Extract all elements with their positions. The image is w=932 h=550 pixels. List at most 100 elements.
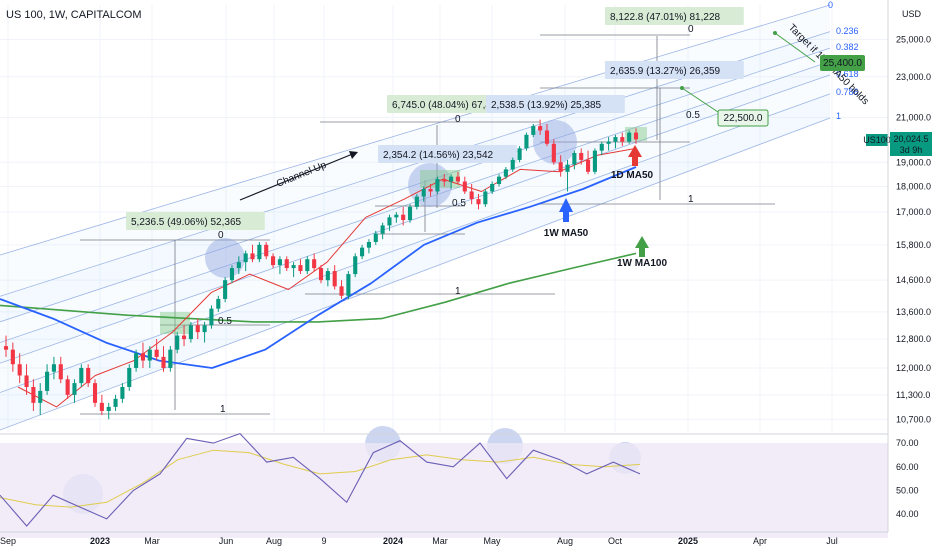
measure-box — [378, 145, 517, 163]
candles[interactable] — [3, 119, 639, 420]
candle-body[interactable] — [51, 364, 56, 372]
candle-body[interactable] — [209, 308, 214, 326]
candle-body[interactable] — [45, 371, 50, 391]
candle-body[interactable] — [99, 402, 104, 411]
candle-body[interactable] — [58, 364, 63, 380]
rsi-panel[interactable] — [0, 432, 888, 538]
candle-body[interactable] — [380, 225, 385, 234]
candle-body[interactable] — [17, 364, 22, 376]
candle-body[interactable] — [257, 244, 262, 260]
candle-body[interactable] — [421, 188, 426, 197]
candle-body[interactable] — [3, 346, 9, 350]
candle-body[interactable] — [127, 367, 132, 388]
candle-body[interactable] — [339, 286, 344, 296]
candle-body[interactable] — [490, 183, 495, 192]
candle-body[interactable] — [243, 253, 248, 263]
candle-body[interactable] — [373, 233, 378, 242]
candle-body[interactable] — [449, 176, 454, 182]
candle-body[interactable] — [106, 406, 111, 411]
candle-body[interactable] — [195, 325, 200, 333]
candle-body[interactable] — [428, 188, 433, 192]
candle-body[interactable] — [435, 179, 440, 192]
candle-body[interactable] — [469, 191, 474, 200]
candle-body[interactable] — [188, 325, 193, 340]
candle-body[interactable] — [620, 137, 625, 142]
candle-body[interactable] — [407, 206, 413, 221]
candle-body[interactable] — [401, 214, 406, 221]
candle-body[interactable] — [140, 353, 146, 361]
candle-body[interactable] — [538, 126, 543, 131]
candle-body[interactable] — [366, 241, 371, 248]
candle-body[interactable] — [175, 335, 180, 350]
candle-body[interactable] — [517, 148, 522, 160]
candle-body[interactable] — [483, 191, 488, 205]
candle-body[interactable] — [271, 256, 276, 266]
candle-body[interactable] — [346, 274, 351, 296]
candle-body[interactable] — [318, 268, 324, 281]
candle-body[interactable] — [606, 141, 611, 144]
candle-body[interactable] — [181, 335, 187, 340]
candle-body[interactable] — [86, 367, 91, 384]
candle-body[interactable] — [250, 253, 255, 260]
candle-body[interactable] — [168, 349, 173, 368]
highlight-circle — [533, 120, 577, 164]
candle-body[interactable] — [38, 390, 43, 403]
candle-body[interactable] — [312, 259, 317, 269]
candle-body[interactable] — [462, 181, 467, 192]
currency-label[interactable]: USD — [902, 9, 922, 19]
candle-body[interactable] — [627, 132, 632, 142]
candle-body[interactable] — [496, 176, 502, 184]
candle-body[interactable] — [92, 383, 98, 403]
candle-body[interactable] — [277, 259, 282, 266]
candle-body[interactable] — [202, 325, 207, 333]
candle-body[interactable] — [565, 164, 570, 172]
candle-body[interactable] — [284, 259, 289, 269]
candle-body[interactable] — [360, 247, 365, 257]
candle-body[interactable] — [455, 176, 461, 182]
candle-body[interactable] — [544, 130, 550, 144]
candle-body[interactable] — [229, 268, 235, 281]
candle-body[interactable] — [613, 137, 618, 142]
candle-body[interactable] — [154, 349, 159, 357]
candle-body[interactable] — [291, 265, 296, 269]
candle-body[interactable] — [113, 398, 118, 407]
candle-body[interactable] — [633, 132, 639, 140]
candle-body[interactable] — [332, 271, 337, 287]
candle-body[interactable] — [551, 143, 556, 163]
candle-body[interactable] — [586, 159, 591, 172]
candle-body[interactable] — [161, 356, 166, 368]
candle-body[interactable] — [599, 143, 604, 151]
candle-body[interactable] — [236, 262, 241, 269]
candle-body[interactable] — [558, 162, 563, 172]
candle-body[interactable] — [353, 256, 358, 275]
candle-body[interactable] — [10, 349, 15, 365]
candle-body[interactable] — [24, 375, 29, 388]
candle-body[interactable] — [216, 298, 221, 309]
candle-body[interactable] — [325, 271, 330, 281]
candle-body[interactable] — [442, 179, 447, 182]
candle-body[interactable] — [305, 259, 310, 272]
candle-body[interactable] — [572, 152, 577, 165]
candle-body[interactable] — [503, 169, 508, 177]
candle-body[interactable] — [394, 214, 399, 218]
candle-body[interactable] — [298, 265, 303, 272]
candle-body[interactable] — [147, 349, 152, 361]
candle-body[interactable] — [264, 244, 269, 257]
price-tick-label: 23,000.0 — [896, 72, 931, 82]
candle-body[interactable] — [72, 383, 77, 395]
candle-body[interactable] — [120, 387, 125, 399]
candle-body[interactable] — [134, 353, 139, 368]
candle-body[interactable] — [579, 152, 584, 160]
candle-body[interactable] — [531, 126, 536, 135]
candle-body[interactable] — [592, 150, 597, 172]
candle-body[interactable] — [510, 159, 515, 170]
candle-body[interactable] — [79, 367, 84, 384]
candle-body[interactable] — [476, 199, 481, 205]
candle-body[interactable] — [524, 134, 529, 149]
candle-body[interactable] — [387, 217, 392, 226]
candle-body[interactable] — [223, 280, 228, 299]
candle-body[interactable] — [65, 379, 70, 395]
candle-body[interactable] — [414, 196, 419, 207]
candle-body[interactable] — [31, 387, 36, 403]
